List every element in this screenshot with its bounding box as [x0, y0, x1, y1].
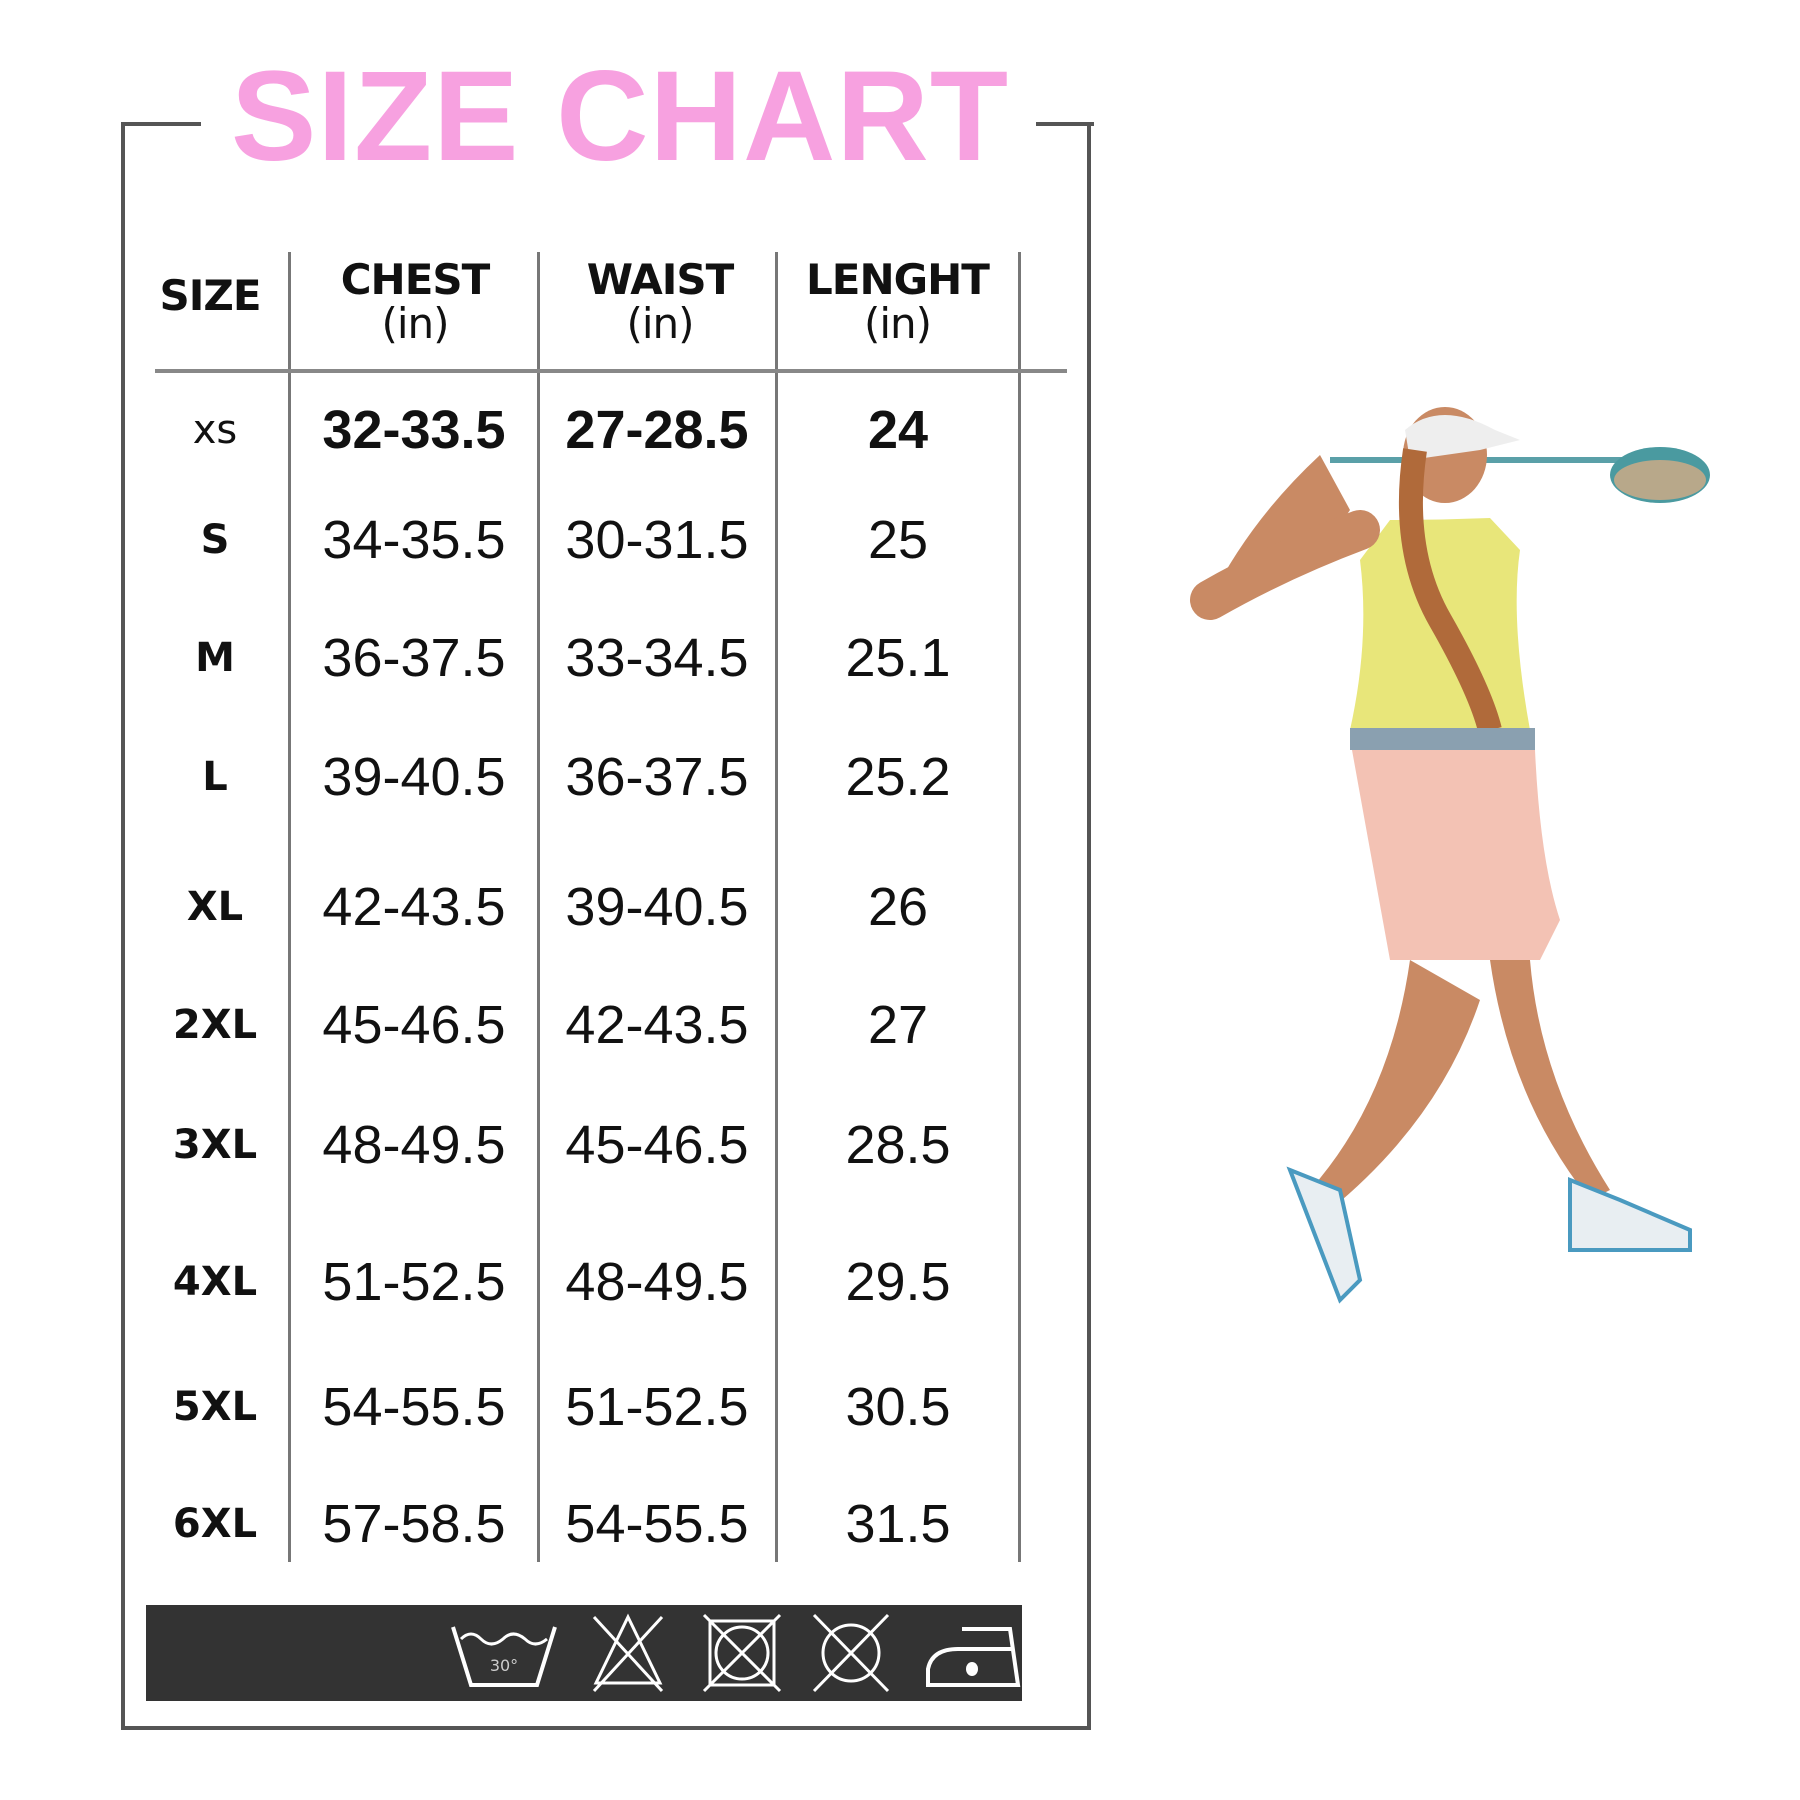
header-waist: WAIST (in) — [550, 258, 770, 346]
header-unit: (in) — [381, 299, 449, 348]
length-value: 26 — [867, 877, 929, 937]
length-value: 29.5 — [845, 1252, 951, 1312]
length-value: 27 — [867, 995, 929, 1055]
golfer-photo — [1190, 407, 1710, 1304]
header-label: CHEST — [340, 255, 491, 304]
header-unit: (in) — [626, 299, 694, 348]
frame-top-right — [1036, 122, 1094, 126]
divider — [1018, 252, 1021, 1562]
wash-temp: 30° — [490, 1656, 518, 1675]
iron-low-icon — [926, 1627, 1021, 1687]
header-chest: CHEST (in) — [300, 258, 530, 346]
waist-value: 48-49.5 — [565, 1252, 749, 1312]
chest-value: 36-37.5 — [322, 628, 506, 688]
chest-value: 51-52.5 — [322, 1252, 506, 1312]
chest-value: 34-35.5 — [322, 510, 506, 570]
waist-value: 45-46.5 — [565, 1115, 749, 1175]
size-label: 6XL — [172, 1501, 258, 1547]
waist-value: 42-43.5 — [565, 995, 749, 1055]
page-title: SIZE CHART — [210, 52, 1030, 182]
header-size: SIZE — [140, 274, 280, 318]
waist-value: 39-40.5 — [565, 877, 749, 937]
length-value: 25 — [867, 510, 929, 570]
chest-value: 32-33.5 — [322, 400, 506, 460]
header-unit: (in) — [863, 299, 932, 348]
header-divider — [155, 369, 1067, 373]
no-bleach-icon — [592, 1613, 664, 1693]
header-label: LENGHT — [806, 255, 990, 304]
chest-value: 39-40.5 — [322, 747, 506, 807]
chest-value: 57-58.5 — [322, 1494, 506, 1554]
length-value: 30.5 — [845, 1377, 951, 1437]
size-label: 3XL — [172, 1122, 258, 1168]
waist-value: 27-28.5 — [565, 400, 749, 460]
divider — [288, 252, 291, 1562]
length-value: 24 — [867, 400, 929, 460]
care-instructions-bar: 30° — [146, 1605, 1022, 1701]
size-label: 4XL — [172, 1259, 258, 1305]
waist-value: 30-31.5 — [565, 510, 749, 570]
chest-value: 54-55.5 — [322, 1377, 506, 1437]
divider — [537, 252, 540, 1562]
waist-value: 33-34.5 — [565, 628, 749, 688]
chest-value: 45-46.5 — [322, 995, 506, 1055]
length-value: 28.5 — [845, 1115, 951, 1175]
header-label: WAIST — [586, 255, 734, 304]
no-tumble-dry-icon — [702, 1613, 782, 1693]
waist-value: 36-37.5 — [565, 747, 749, 807]
chest-value: 42-43.5 — [322, 877, 506, 937]
size-label: L — [202, 754, 228, 800]
size-label: 2XL — [172, 1002, 258, 1048]
size-label: XL — [186, 884, 244, 930]
size-label: S — [200, 517, 230, 563]
size-label: xs — [192, 407, 238, 453]
length-value: 25.2 — [845, 747, 951, 807]
size-label: M — [195, 635, 235, 681]
chest-value: 48-49.5 — [322, 1115, 506, 1175]
header-label: SIZE — [159, 271, 261, 320]
waist-value: 51-52.5 — [565, 1377, 749, 1437]
no-dry-clean-icon — [812, 1613, 890, 1693]
length-value: 25.1 — [845, 628, 951, 688]
size-label: 5XL — [172, 1384, 258, 1430]
chart-frame — [121, 124, 1091, 1730]
header-length: LENGHT (in) — [785, 258, 1010, 346]
length-value: 31.5 — [845, 1494, 951, 1554]
frame-top-left — [121, 122, 201, 126]
divider — [775, 252, 778, 1562]
wash-30-icon: 30° — [451, 1626, 557, 1687]
waist-value: 54-55.5 — [565, 1494, 749, 1554]
